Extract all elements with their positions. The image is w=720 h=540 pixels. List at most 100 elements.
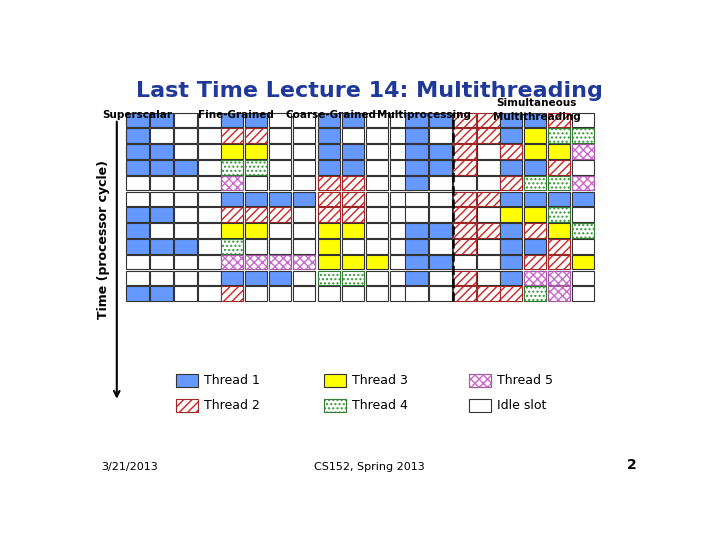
Bar xyxy=(198,255,220,269)
Bar xyxy=(245,286,267,301)
Bar xyxy=(269,192,292,206)
Bar xyxy=(318,176,340,191)
Bar xyxy=(221,223,243,238)
Bar xyxy=(366,113,388,127)
Bar xyxy=(176,374,198,387)
Bar xyxy=(572,144,595,159)
Bar xyxy=(454,223,476,238)
Bar xyxy=(245,129,267,143)
Bar xyxy=(150,144,173,159)
Bar xyxy=(524,192,546,206)
Bar xyxy=(572,271,595,285)
Bar xyxy=(221,129,243,143)
Bar xyxy=(429,286,451,301)
Bar xyxy=(454,239,476,254)
Bar xyxy=(548,271,570,285)
Bar xyxy=(500,176,523,191)
Bar xyxy=(548,113,570,127)
Bar xyxy=(500,144,523,159)
Bar xyxy=(221,129,243,143)
Bar xyxy=(269,160,292,174)
Bar xyxy=(245,129,267,143)
Bar xyxy=(366,239,388,254)
Bar xyxy=(221,271,243,285)
Bar xyxy=(524,207,546,222)
Bar xyxy=(390,144,412,159)
Bar xyxy=(318,113,340,127)
Bar xyxy=(477,113,500,127)
Bar xyxy=(405,129,428,143)
Bar xyxy=(429,255,451,269)
Bar xyxy=(572,207,595,222)
Bar xyxy=(405,239,428,254)
Bar xyxy=(454,223,476,238)
Bar xyxy=(469,374,490,387)
Bar xyxy=(342,176,364,191)
Bar xyxy=(548,129,570,143)
Bar xyxy=(342,160,364,174)
Bar xyxy=(572,286,595,301)
Bar xyxy=(390,129,412,143)
Bar xyxy=(366,271,388,285)
Bar xyxy=(198,286,220,301)
Bar xyxy=(454,160,476,174)
Bar xyxy=(477,129,500,143)
Bar xyxy=(318,129,340,143)
Text: 2: 2 xyxy=(627,458,637,472)
Bar xyxy=(572,223,595,238)
Text: 3/21/2013: 3/21/2013 xyxy=(101,462,158,472)
Bar xyxy=(572,239,595,254)
Bar xyxy=(524,223,546,238)
Bar xyxy=(548,129,570,143)
Bar xyxy=(318,144,340,159)
Bar xyxy=(548,144,570,159)
Bar xyxy=(150,255,173,269)
Bar xyxy=(221,286,243,301)
Bar xyxy=(174,271,197,285)
Bar xyxy=(126,286,148,301)
Bar xyxy=(245,113,267,127)
Bar xyxy=(548,239,570,254)
Bar xyxy=(500,160,523,174)
Bar xyxy=(390,207,412,222)
Bar xyxy=(500,223,523,238)
Bar xyxy=(221,176,243,191)
Bar xyxy=(245,255,267,269)
Bar xyxy=(477,129,500,143)
Bar xyxy=(524,271,546,285)
Bar xyxy=(477,223,500,238)
Bar xyxy=(454,239,476,254)
Bar xyxy=(429,176,451,191)
Bar xyxy=(454,176,476,191)
Bar xyxy=(126,113,148,127)
Bar xyxy=(500,286,523,301)
Bar xyxy=(548,176,570,191)
Bar xyxy=(454,129,476,143)
Bar xyxy=(245,207,267,222)
Bar xyxy=(245,239,267,254)
Bar xyxy=(572,176,595,191)
Bar xyxy=(198,239,220,254)
Bar xyxy=(221,239,243,254)
Bar xyxy=(221,286,243,301)
Text: Multiprocessing: Multiprocessing xyxy=(377,110,471,120)
Bar xyxy=(429,207,451,222)
Bar xyxy=(454,144,476,159)
Bar xyxy=(174,255,197,269)
Bar xyxy=(454,207,476,222)
Bar xyxy=(477,113,500,127)
Bar xyxy=(342,271,364,285)
Bar xyxy=(500,207,523,222)
Bar xyxy=(454,255,476,269)
Bar xyxy=(245,160,267,174)
Bar xyxy=(524,129,546,143)
Bar xyxy=(366,144,388,159)
Bar xyxy=(293,192,315,206)
Bar xyxy=(454,129,476,143)
Bar xyxy=(318,176,340,191)
Bar xyxy=(269,113,292,127)
Bar xyxy=(548,239,570,254)
Bar xyxy=(245,160,267,174)
Bar xyxy=(405,271,428,285)
Bar xyxy=(318,286,340,301)
